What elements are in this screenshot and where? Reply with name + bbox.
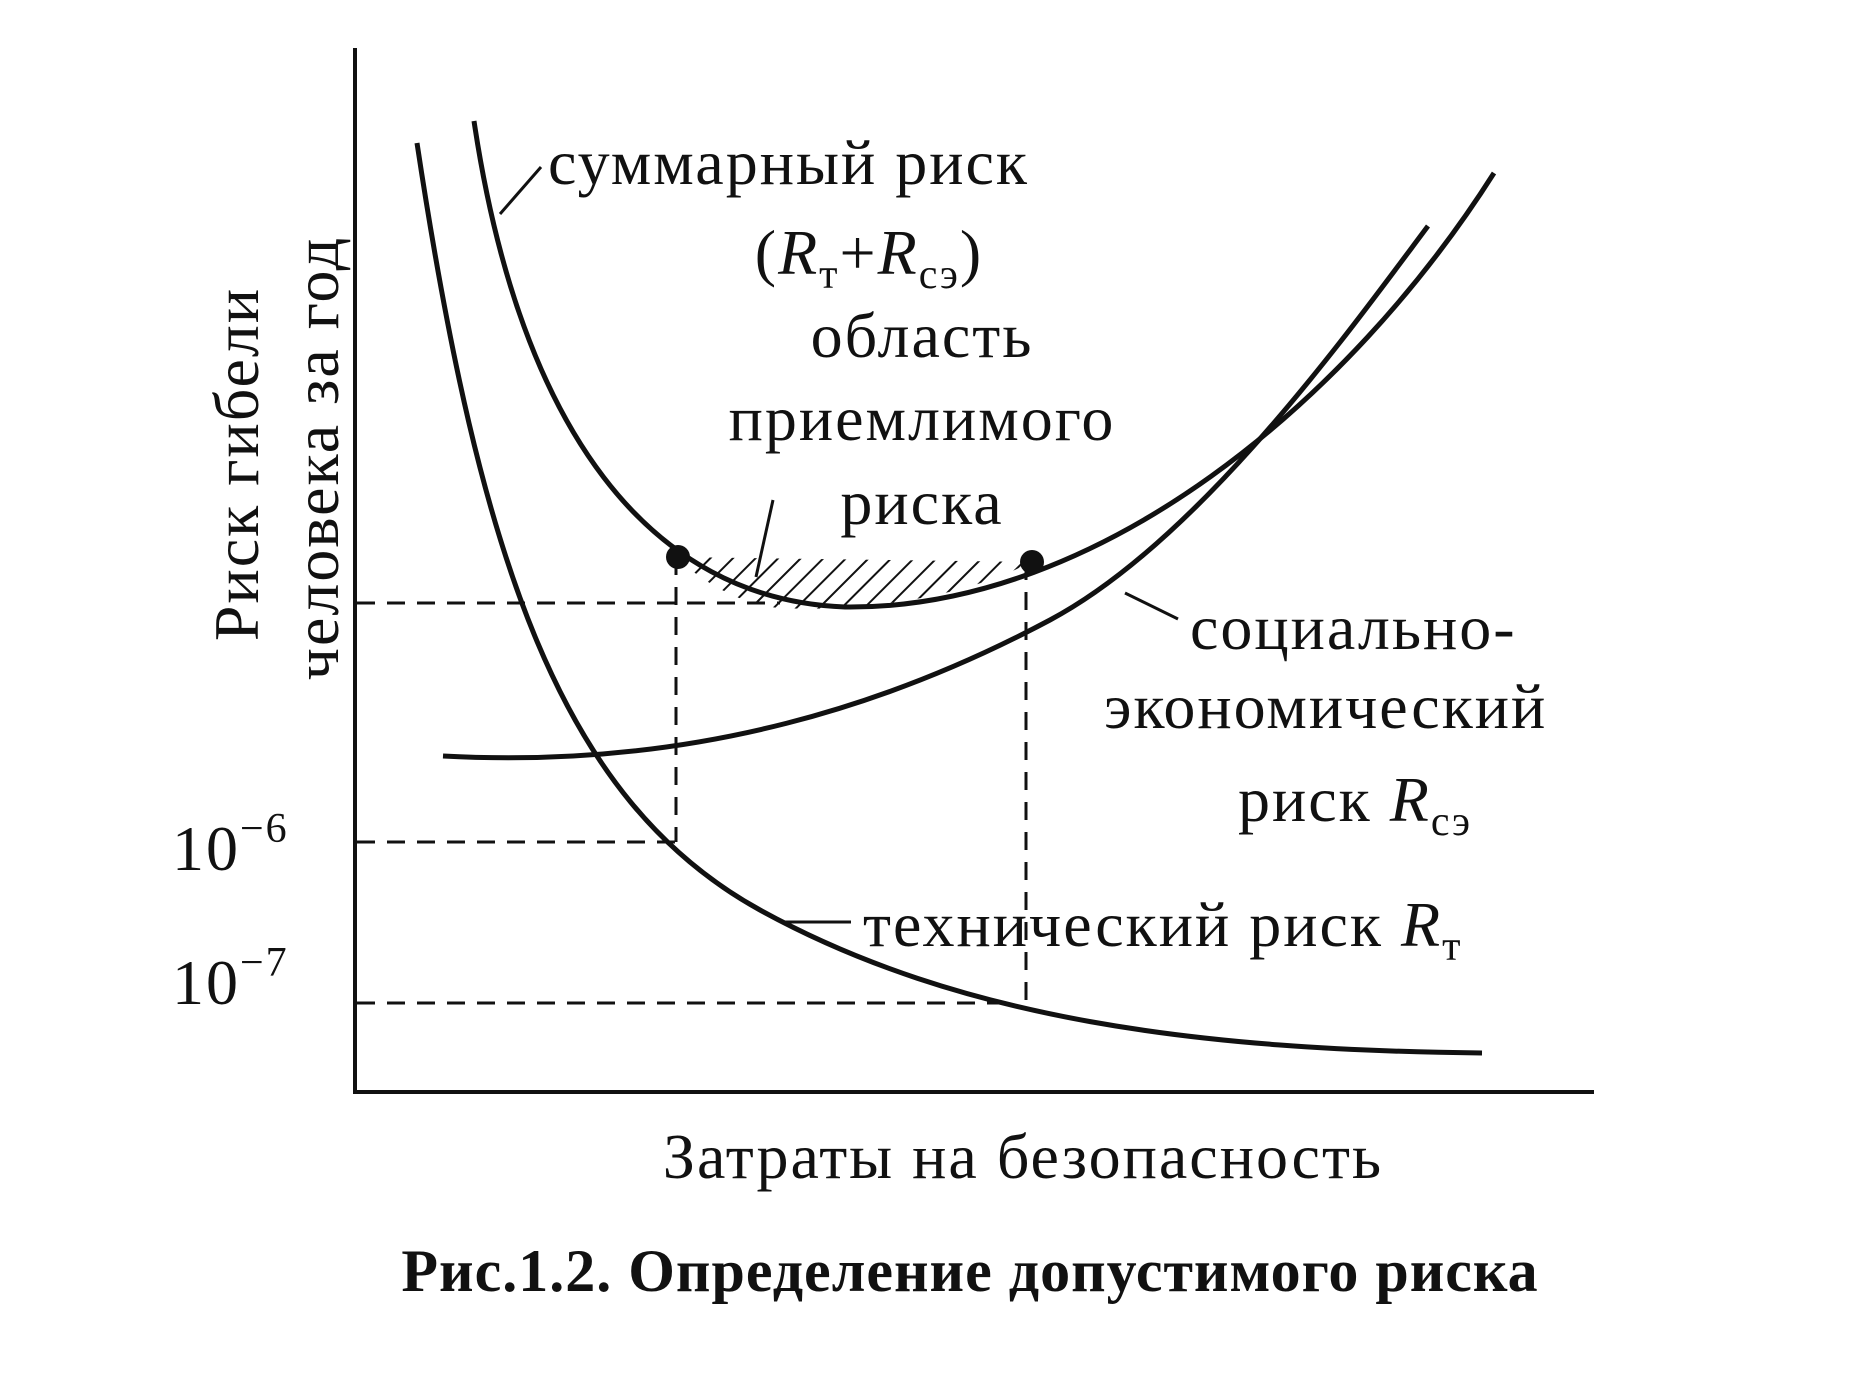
caption: Рис.1.2. Определение допустимого риска xyxy=(401,1238,1538,1304)
leader-line xyxy=(1124,591,1179,621)
text-part: риск xyxy=(1238,764,1390,835)
socio-economic-label: экономический xyxy=(1104,671,1547,742)
leader-line xyxy=(754,499,775,578)
text-part: 10 xyxy=(172,947,240,1018)
point xyxy=(1020,550,1044,574)
text-part: т xyxy=(819,252,839,298)
leader-line xyxy=(498,166,543,215)
y-tick-label: 10−6 xyxy=(172,806,289,884)
region-label: область xyxy=(811,300,1034,371)
x-axis-label: Затраты на безопасность xyxy=(663,1121,1383,1192)
text-part: 10 xyxy=(172,813,240,884)
region-label: риска xyxy=(840,467,1003,538)
text-part: R xyxy=(777,217,819,288)
text-part: R xyxy=(1400,889,1442,960)
text-part: R xyxy=(1389,764,1431,835)
socio-economic-label: социально- xyxy=(1190,592,1517,663)
y-tick-label: 10−7 xyxy=(172,940,289,1018)
point xyxy=(666,545,690,569)
text-part: −6 xyxy=(240,806,289,852)
text-part: −7 xyxy=(240,940,289,986)
total-risk-formula: (Rт+Rсэ) xyxy=(755,217,983,298)
text-part: ( xyxy=(755,217,778,288)
text-part: сэ xyxy=(1431,799,1472,845)
text-part: технический риск xyxy=(863,889,1401,960)
y-axis-label: Риск гибели xyxy=(201,287,272,641)
socio-economic-risk-curve xyxy=(442,224,1431,761)
total-risk-label: суммарный риск xyxy=(548,127,1029,198)
text-part: R xyxy=(877,217,919,288)
text-part: + xyxy=(840,217,878,288)
text-part: т xyxy=(1442,924,1462,970)
region-label: приемлимого xyxy=(729,383,1116,454)
socio-economic-label: риск Rсэ xyxy=(1238,764,1472,845)
y-axis-label: человека за год xyxy=(281,236,352,680)
technical-risk-curve xyxy=(414,142,1483,1056)
text-part: ) xyxy=(960,217,983,288)
total-risk-curve xyxy=(471,120,1497,610)
technical-risk-label: технический риск Rт xyxy=(863,889,1462,970)
text-part: сэ xyxy=(919,252,960,298)
